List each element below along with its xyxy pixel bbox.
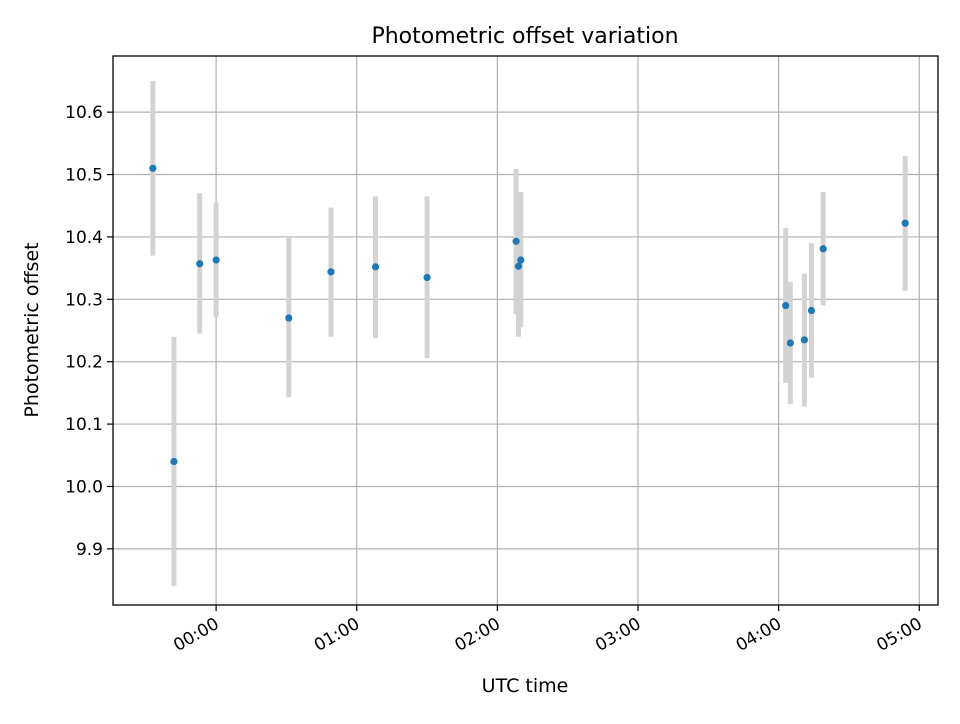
data-point — [423, 273, 431, 282]
data-point — [212, 256, 220, 264]
data-point — [786, 339, 794, 347]
data-point — [514, 262, 523, 270]
axes-frame — [112, 55, 939, 606]
data-point — [782, 301, 790, 310]
data-point — [285, 314, 293, 322]
data-point — [512, 237, 520, 245]
data-point — [517, 256, 525, 264]
x-axis-label: UTC time — [482, 675, 569, 697]
y-axis-label: Photometric offset — [21, 242, 43, 417]
y-tick-label: 10.5 — [65, 166, 103, 186]
data-point — [170, 457, 178, 466]
y-tick-label: 9.9 — [76, 540, 103, 560]
y-tick-label: 10.1 — [65, 415, 103, 435]
data-point — [800, 336, 809, 344]
data-point — [196, 260, 204, 268]
data-point — [901, 219, 909, 227]
y-tick-label: 10.3 — [65, 290, 103, 310]
data-point — [149, 164, 157, 172]
data-point — [807, 306, 816, 315]
y-tick-label: 10.4 — [65, 228, 103, 248]
y-tick-label: 10.2 — [65, 353, 103, 373]
data-point — [819, 245, 827, 253]
y-tick-label: 10.6 — [65, 103, 103, 123]
y-tick-label: 10.0 — [65, 477, 103, 497]
chart-title: Photometric offset variation — [371, 24, 678, 49]
data-point — [327, 268, 335, 276]
data-point — [371, 263, 380, 271]
